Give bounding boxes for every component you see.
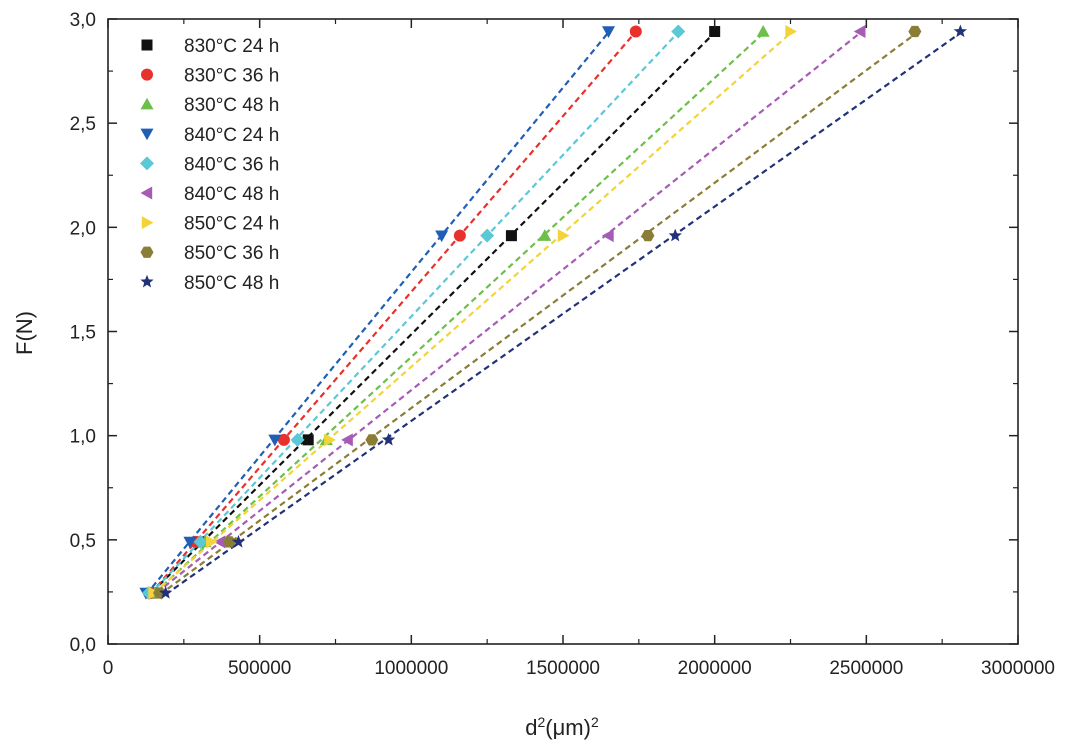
y-tick-label: 2,0 bbox=[70, 218, 96, 239]
data-point-s3-p1 bbox=[183, 536, 197, 549]
legend-label: 850°C 24 h bbox=[184, 214, 279, 235]
data-point-s3-p3 bbox=[435, 230, 449, 243]
data-point-s6-p2 bbox=[324, 433, 336, 447]
data-point-s2-p4 bbox=[756, 25, 770, 37]
legend-marker-8 bbox=[140, 274, 154, 288]
x-tick-label: 1000000 bbox=[374, 658, 448, 679]
legend-marker-2 bbox=[140, 97, 154, 110]
x-tick-label: 0 bbox=[103, 658, 114, 679]
data-point-s4-p3 bbox=[480, 228, 495, 243]
fit-line-series-7 bbox=[158, 33, 916, 596]
legend-label: 850°C 48 h bbox=[184, 273, 279, 294]
x-tick-label: 2000000 bbox=[678, 658, 752, 679]
legend-marker-0 bbox=[141, 39, 153, 51]
legend-marker-4 bbox=[140, 156, 154, 171]
data-point-s4-p1 bbox=[193, 534, 208, 549]
legend-marker-1 bbox=[141, 68, 153, 81]
data-point-s5-p3 bbox=[602, 229, 614, 243]
x-tick-label: 2500000 bbox=[829, 658, 903, 679]
x-tick-label: 3000000 bbox=[981, 658, 1055, 679]
x-tick-label: 500000 bbox=[228, 658, 291, 679]
y-tick-label: 2,5 bbox=[70, 114, 96, 135]
legend-marker-5 bbox=[140, 186, 153, 200]
x-tick-label: 1500000 bbox=[526, 658, 600, 679]
legend-label: 840°C 36 h bbox=[184, 154, 279, 175]
data-point-s5-p4 bbox=[853, 25, 866, 38]
data-point-s7-p4 bbox=[908, 25, 922, 38]
x-axis-label: d2(μm)2 bbox=[525, 714, 599, 740]
data-point-s3-p4 bbox=[602, 26, 615, 38]
data-point-s7-p1 bbox=[222, 536, 236, 548]
legend-label: 830°C 24 h bbox=[184, 36, 279, 57]
data-point-s5-p1 bbox=[213, 535, 226, 549]
data-points bbox=[139, 24, 968, 600]
data-point-s8-p1 bbox=[231, 534, 246, 548]
y-tick-label: 1,0 bbox=[70, 427, 96, 448]
data-point-s5-p2 bbox=[341, 433, 353, 447]
legend-marker-7 bbox=[140, 246, 154, 258]
y-tick-label: 0,5 bbox=[70, 531, 96, 552]
data-point-s1-p3 bbox=[453, 229, 466, 242]
legend-marker-6 bbox=[141, 216, 154, 230]
y-tick-label: 1,5 bbox=[70, 323, 96, 344]
data-point-s8-p0 bbox=[158, 585, 173, 599]
axes bbox=[107, 18, 1019, 645]
data-point-s6-p3 bbox=[557, 229, 570, 243]
legend-label: 840°C 24 h bbox=[184, 125, 279, 146]
fit-line-series-0 bbox=[151, 31, 716, 593]
y-tick-label: 3,0 bbox=[70, 10, 96, 31]
data-point-s4-p2 bbox=[290, 432, 305, 447]
fit-line-series-8 bbox=[164, 32, 962, 596]
fit-line-series-1 bbox=[149, 31, 637, 595]
data-point-s3-p2 bbox=[268, 434, 282, 447]
legend-label: 830°C 36 h bbox=[184, 66, 279, 87]
data-point-s8-p4 bbox=[953, 24, 968, 38]
legend: 830°C 24 h 830°C 36 h 830°C 48 h 840°C 24 h… bbox=[140, 36, 279, 294]
fit-line-series-6 bbox=[152, 32, 792, 595]
data-point-s0-p4 bbox=[709, 26, 721, 37]
legend-label: 840°C 48 h bbox=[184, 184, 279, 205]
legend-marker-3 bbox=[140, 128, 154, 141]
data-point-s0-p2 bbox=[302, 434, 314, 446]
fit-line-series-5 bbox=[155, 31, 861, 594]
data-point-s0-p3 bbox=[505, 230, 517, 242]
data-point-s6-p1 bbox=[205, 535, 218, 549]
legend-label: 830°C 48 h bbox=[184, 95, 279, 116]
data-point-s8-p2 bbox=[381, 432, 396, 446]
data-point-s7-p2 bbox=[365, 434, 379, 446]
fit-line-series-2 bbox=[154, 32, 764, 594]
fit-lines bbox=[145, 31, 962, 597]
y-tick-label: 0,0 bbox=[70, 635, 96, 656]
data-point-s2-p3 bbox=[538, 229, 552, 241]
data-point-s1-p4 bbox=[629, 25, 642, 38]
data-point-s1-p2 bbox=[277, 433, 290, 446]
fit-line-series-3 bbox=[145, 31, 610, 596]
data-point-s6-p4 bbox=[785, 25, 797, 38]
fit-line-series-4 bbox=[148, 31, 680, 597]
data-point-s4-p4 bbox=[671, 24, 686, 39]
data-point-s7-p3 bbox=[641, 230, 655, 242]
tick-labels: 0 500000 1000000 1500000 2000000 2500000 30000… bbox=[70, 10, 1055, 679]
legend-label: 850°C 36 h bbox=[184, 243, 279, 264]
data-point-s8-p3 bbox=[668, 228, 682, 242]
y-axis-label: F(N) bbox=[12, 311, 37, 355]
